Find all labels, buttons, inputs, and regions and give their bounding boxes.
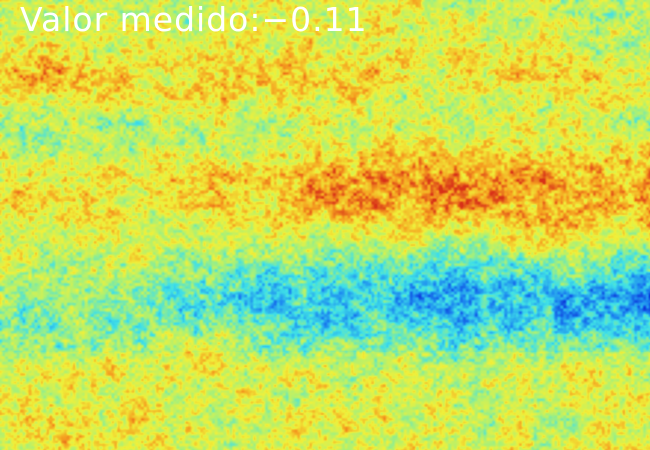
measured-value-number: −0.11 [261, 0, 368, 39]
measured-value-label: Valor medido: [20, 0, 262, 39]
measured-value-readout: Valor medido:−0.11 [20, 0, 368, 40]
